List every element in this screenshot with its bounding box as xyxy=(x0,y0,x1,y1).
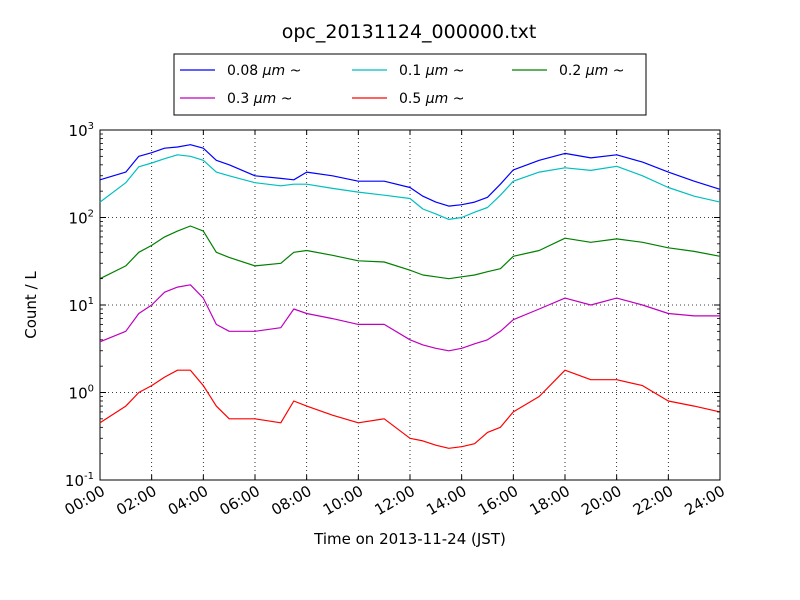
legend-label-0: 0.08 μm ~ xyxy=(227,63,301,79)
series-line-3 xyxy=(99,284,720,352)
y-tick-label: 103 xyxy=(69,121,94,140)
series-line-1 xyxy=(99,154,721,220)
y-tick-label: 101 xyxy=(69,296,94,315)
y-tick-label: 10-1 xyxy=(65,471,94,490)
chart-title: opc_20131124_000000.txt xyxy=(282,21,537,43)
series-line-0 xyxy=(99,144,721,207)
series-layer xyxy=(99,144,721,449)
legend-box xyxy=(173,53,647,116)
legend-label-4: 0.5 μm ~ xyxy=(399,91,464,107)
series-line-4 xyxy=(99,369,721,449)
legend-label-2: 0.2 μm ~ xyxy=(559,63,624,79)
x-axis-label: Time on 2013-11-24 (JST) xyxy=(313,530,506,548)
legend-label-1: 0.1 μm ~ xyxy=(399,63,464,79)
series-line-2 xyxy=(99,225,721,280)
grid-layer xyxy=(100,130,720,480)
legend-label-3: 0.3 μm ~ xyxy=(227,91,292,107)
y-tick-label: 102 xyxy=(69,209,94,228)
y-tick-label: 100 xyxy=(69,384,94,403)
y-axis-label: Count / L xyxy=(22,271,40,339)
legend: 0.08 μm ~ 0.1 μm ~ 0.2 μm ~ 0.3 μm ~ 0.5 μm … xyxy=(173,53,647,116)
